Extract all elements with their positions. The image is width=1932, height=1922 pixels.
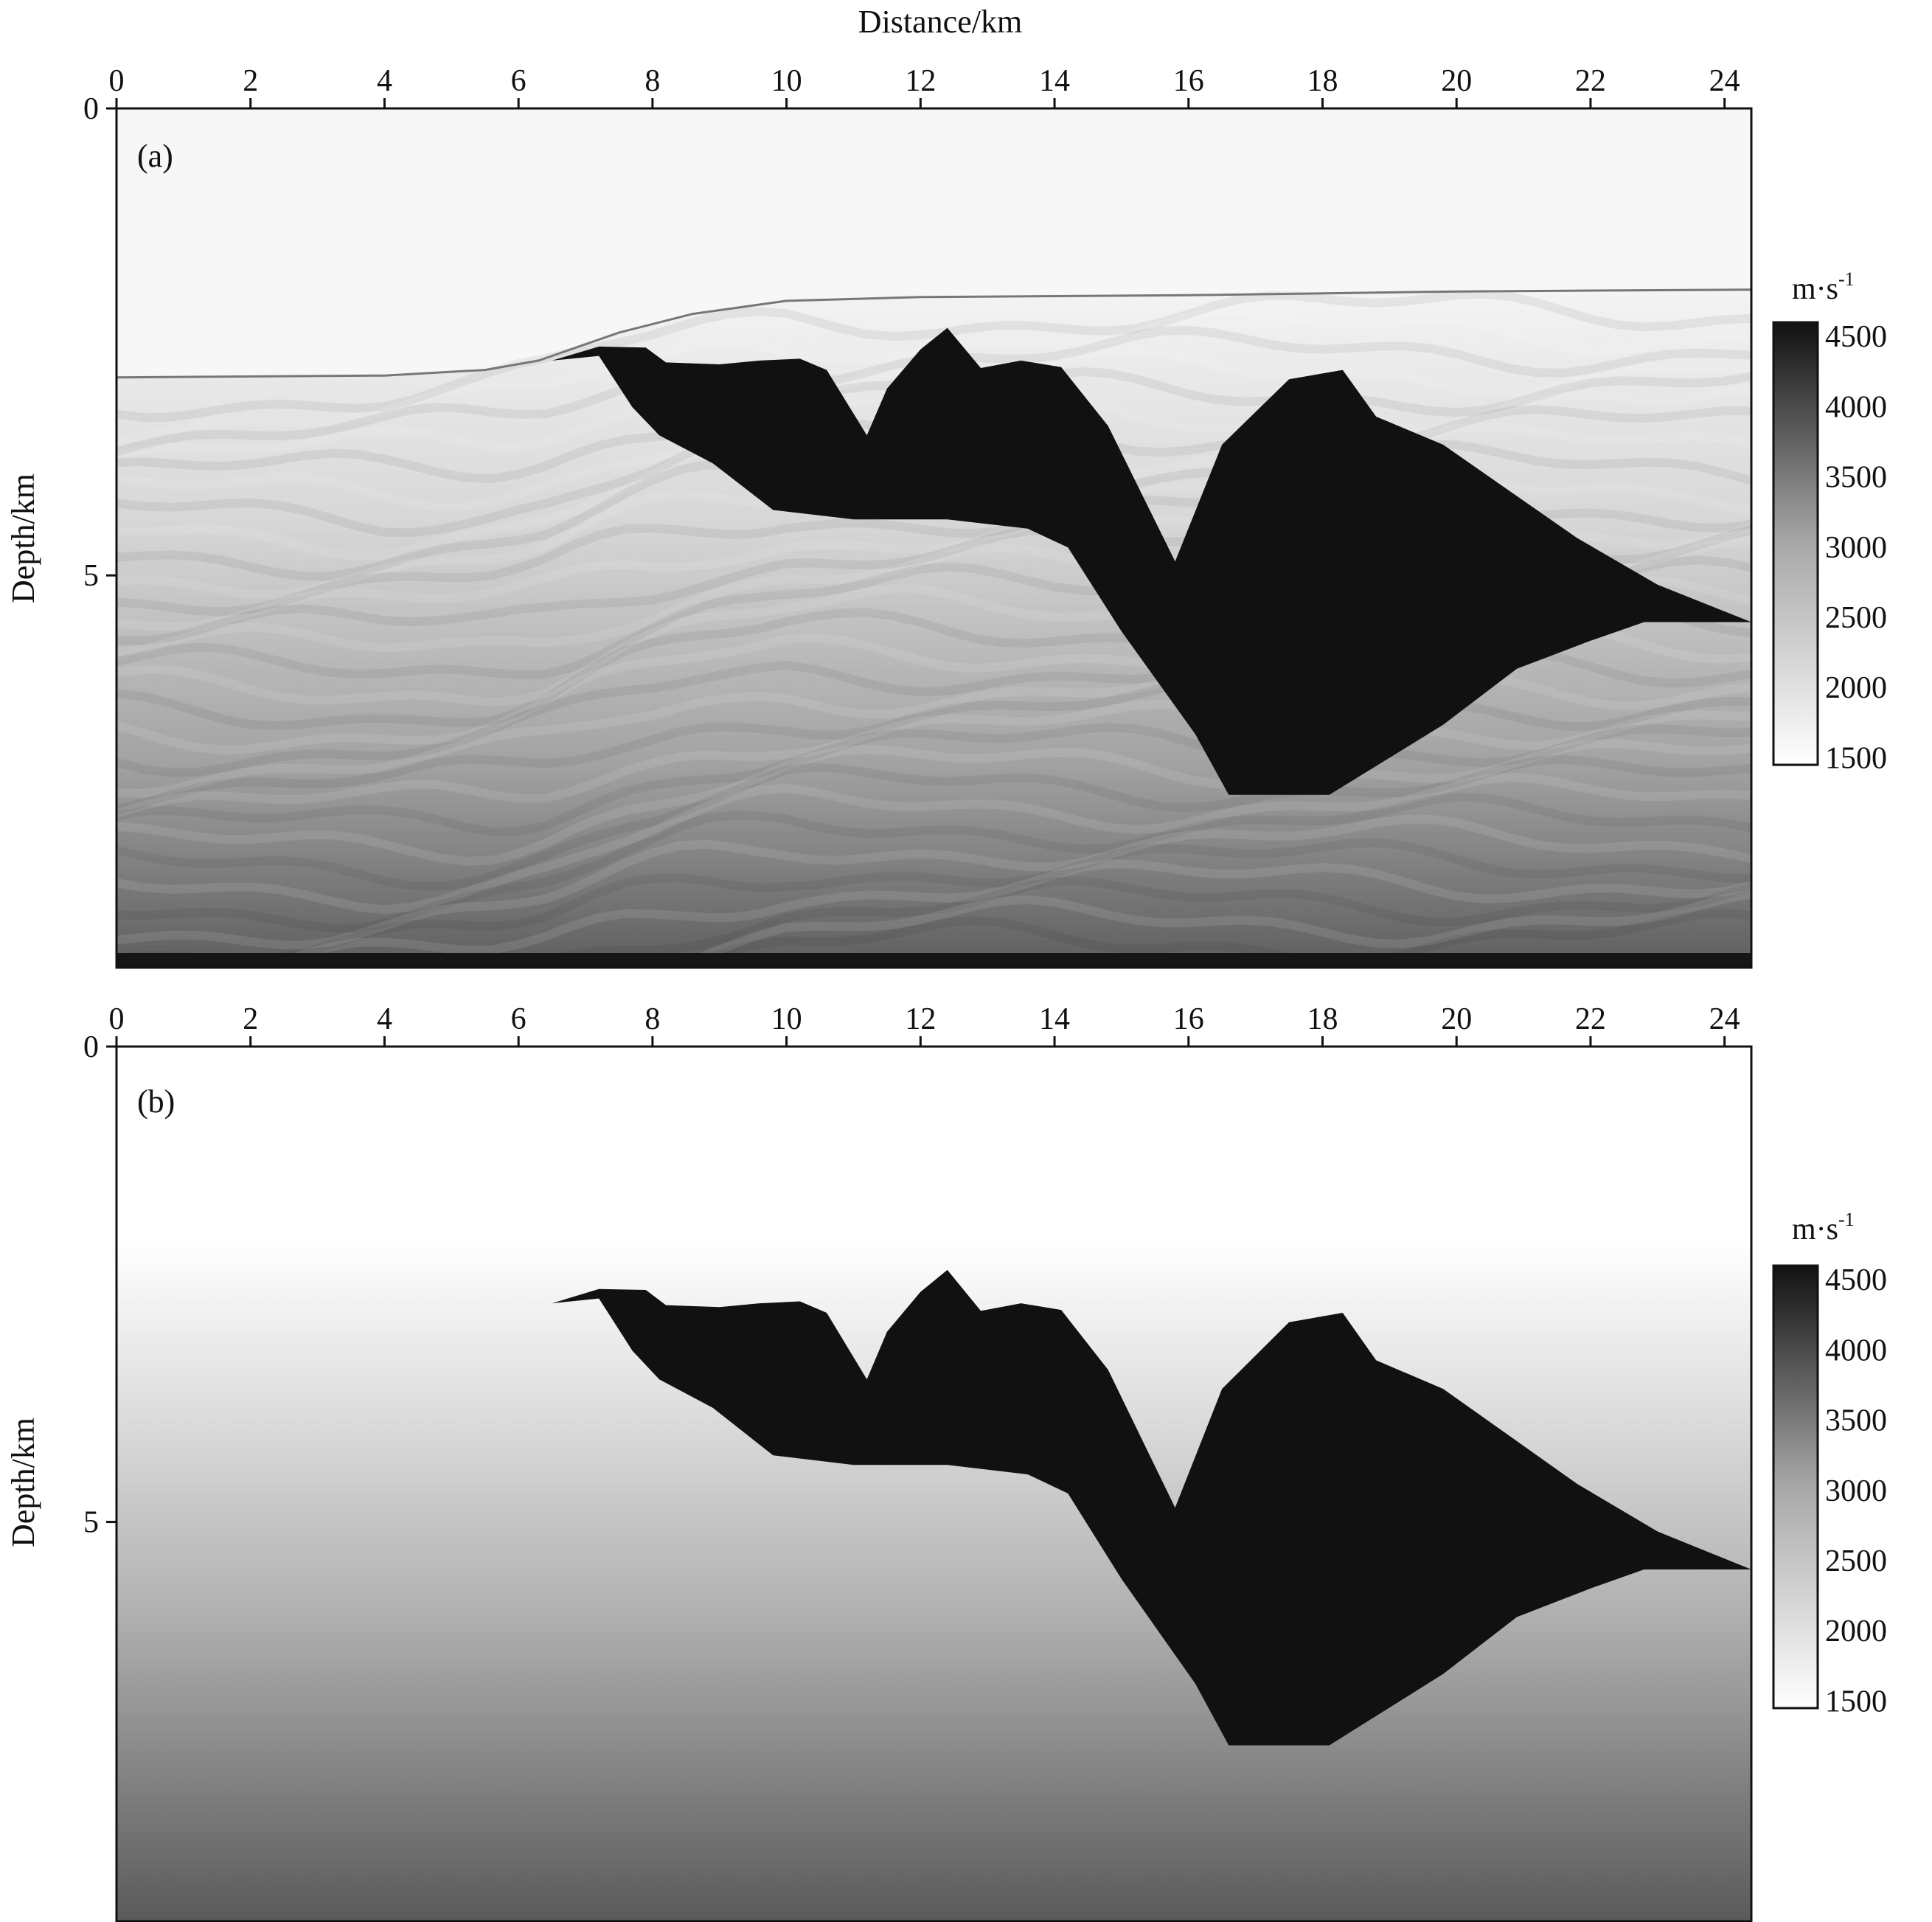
panel-a-layer-band bbox=[117, 739, 1751, 866]
panel-b-x-tick-label-18: 18 bbox=[1307, 1002, 1338, 1036]
panel-b-salt-body bbox=[552, 1269, 1751, 1746]
panel-b-colorbar-tick-label-3000: 3000 bbox=[1825, 1474, 1887, 1508]
panel-a-salt-body bbox=[552, 327, 1751, 795]
panel-b-colorbar-unit: m·s-1 bbox=[1792, 1209, 1855, 1246]
panel-b-colorbar-tick-label-4000: 4000 bbox=[1825, 1333, 1887, 1367]
panel-a-colorbar-ticks: 4500 4000 3500 3000 2500 2000 1500 bbox=[1825, 320, 1887, 775]
panel-a-x-tick-label-14: 14 bbox=[1039, 64, 1070, 98]
panel-a-y-tick-label-5: 5 bbox=[83, 559, 99, 593]
panel-b-x-tick-label-20: 20 bbox=[1441, 1002, 1472, 1036]
panel-a-frame bbox=[115, 107, 1753, 969]
panel-a-layer-band bbox=[117, 699, 1751, 819]
panel-b: (b) 0 2 4 6 8 10 12 14 16 18 20 22 24 05 Depth/km m·… bbox=[5, 1002, 1887, 1922]
panel-b-y-tick-label-0: 0 bbox=[83, 1030, 99, 1064]
panel-b-x-tick-label-12: 12 bbox=[905, 1002, 936, 1036]
panel-a-y-ticks: 05 bbox=[83, 92, 117, 593]
panel-a-layer-band bbox=[117, 723, 1751, 837]
panel-a-x-tick-label-2: 2 bbox=[243, 64, 258, 98]
panel-b-x-tick-label-24: 24 bbox=[1709, 1002, 1740, 1036]
panel-a-colorbar-tick-label-4500: 4500 bbox=[1825, 320, 1887, 354]
panel-b-x-ticks: 0 2 4 6 8 10 12 14 16 18 20 22 24 bbox=[109, 1002, 1740, 1047]
panel-a-layer-band bbox=[117, 772, 1751, 915]
panel-a-x-tick-label-6: 6 bbox=[511, 64, 527, 98]
panel-a-x-tick-label-10: 10 bbox=[771, 64, 802, 98]
panel-a-x-tick-label-24: 24 bbox=[1709, 64, 1740, 98]
panel-a-colorbar: m·s-1 4500 4000 3500 3000 2500 2000 1500 bbox=[1772, 268, 1887, 775]
panel-a-label: (a) bbox=[137, 138, 173, 174]
panel-a-colorbar-gradient bbox=[1772, 321, 1819, 766]
panel-a-layer-band bbox=[117, 289, 1751, 423]
panel-a-layer-band bbox=[117, 838, 1751, 965]
panel-a-layer-band bbox=[662, 889, 1751, 968]
panel-a-layer-band bbox=[236, 859, 1751, 968]
panel-a-colorbar-tick-label-2500: 2500 bbox=[1825, 601, 1887, 635]
panel-b-colorbar-tick-label-2000: 2000 bbox=[1825, 1614, 1887, 1648]
panel-a-layer-band bbox=[117, 792, 1751, 933]
panel-a-x-tick-label-20: 20 bbox=[1441, 64, 1472, 98]
panel-b-y-tick-label-5: 5 bbox=[83, 1506, 99, 1540]
panel-b-y-axis-title: Depth/km bbox=[5, 1418, 41, 1547]
panel-b-x-tick-label-22: 22 bbox=[1575, 1002, 1606, 1036]
panel-a-y-axis-title: Depth/km bbox=[5, 473, 41, 603]
panel-b-x-tick-label-4: 4 bbox=[377, 1002, 392, 1036]
panel-a-colorbar-tick-label-2000: 2000 bbox=[1825, 671, 1887, 705]
panel-a-x-tick-label-12: 12 bbox=[905, 64, 936, 98]
panel-a-x-tick-label-18: 18 bbox=[1307, 64, 1338, 98]
x-axis-title: Distance/km bbox=[858, 4, 1022, 40]
panel-a-layer-band bbox=[117, 754, 1751, 891]
panel-a-colorbar-tick-label-4000: 4000 bbox=[1825, 390, 1887, 424]
panel-a-x-tick-label-8: 8 bbox=[644, 64, 660, 98]
panel-a-bottom-band bbox=[117, 953, 1751, 968]
panel-a-colorbar-tick-label-3000: 3000 bbox=[1825, 531, 1887, 565]
panel-a-layer-band bbox=[254, 876, 1751, 968]
panel-a-y-tick-label-0: 0 bbox=[83, 92, 99, 126]
panel-b-y-ticks: 05 bbox=[83, 1030, 117, 1540]
panel-b-colorbar: m·s-1 4500 4000 3500 3000 2500 2000 1500 bbox=[1772, 1209, 1887, 1718]
panel-b-colorbar-ticks: 4500 4000 3500 3000 2500 2000 1500 bbox=[1825, 1263, 1887, 1718]
panel-b-x-tick-label-10: 10 bbox=[771, 1002, 802, 1036]
panel-a-colorbar-unit: m·s-1 bbox=[1792, 268, 1855, 306]
panel-b-label: (b) bbox=[137, 1083, 175, 1120]
panel-b-x-tick-label-14: 14 bbox=[1039, 1002, 1070, 1036]
panel-a: (a) 0 2 4 6 8 10 12 14 16 18 20 22 24 05 Depth/km m·… bbox=[5, 64, 1887, 969]
panel-b-colorbar-tick-label-4500: 4500 bbox=[1825, 1263, 1887, 1297]
panel-a-x-tick-label-22: 22 bbox=[1575, 64, 1606, 98]
panel-a-layer-band bbox=[117, 814, 1751, 950]
panel-b-x-tick-label-6: 6 bbox=[511, 1002, 527, 1036]
panel-b-x-tick-label-16: 16 bbox=[1173, 1002, 1204, 1036]
panel-b-x-tick-label-0: 0 bbox=[109, 1002, 125, 1036]
panel-b-colorbar-tick-label-1500: 1500 bbox=[1825, 1685, 1887, 1718]
panel-b-plot-area bbox=[117, 1047, 1751, 1921]
panel-a-x-tick-label-0: 0 bbox=[109, 64, 125, 98]
panel-a-plot-area bbox=[117, 108, 1751, 968]
panel-b-colorbar-tick-label-3500: 3500 bbox=[1825, 1404, 1887, 1438]
panel-a-colorbar-tick-label-1500: 1500 bbox=[1825, 741, 1887, 775]
panel-b-frame bbox=[115, 1045, 1753, 1922]
panel-b-x-tick-label-8: 8 bbox=[644, 1002, 660, 1036]
panel-b-colorbar-gradient bbox=[1772, 1264, 1819, 1710]
panel-a-seafloor-line bbox=[117, 288, 1751, 379]
panel-a-x-tick-label-16: 16 bbox=[1173, 64, 1204, 98]
panel-a-x-tick-label-4: 4 bbox=[377, 64, 392, 98]
panel-b-colorbar-tick-label-2500: 2500 bbox=[1825, 1544, 1887, 1578]
panel-a-layer-band bbox=[678, 908, 1751, 968]
panel-b-x-tick-label-2: 2 bbox=[243, 1002, 258, 1036]
panel-a-colorbar-tick-label-3500: 3500 bbox=[1825, 461, 1887, 495]
panel-a-layer-band bbox=[117, 678, 1751, 814]
panel-a-x-ticks: 0 2 4 6 8 10 12 14 16 18 20 22 24 bbox=[109, 64, 1740, 108]
